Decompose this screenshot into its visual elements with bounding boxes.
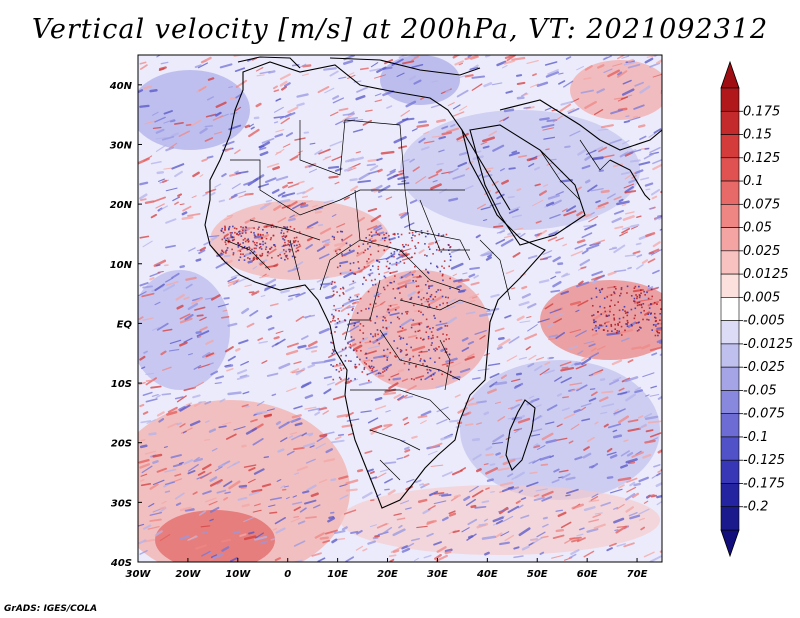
lon-tick-label: 40E	[476, 569, 498, 580]
colorbar-level-label: -0.0125	[743, 337, 793, 352]
grads-credit: GrADS: IGES/COLA	[4, 604, 98, 614]
colorbar-swatch	[720, 87, 740, 112]
longitude-axis: 30W 20W 10W 0 10E 20E 30E 40E 50E 60E 70E	[126, 558, 648, 580]
colorbar-swatch	[720, 297, 740, 321]
vertical-velocity-field	[138, 55, 662, 562]
colorbar-swatch	[720, 320, 740, 345]
country-borders	[224, 119, 611, 481]
colorbar-level-label: 0.1	[743, 174, 764, 189]
lon-tick-label: 20W	[175, 569, 201, 580]
colorbar-level-label: 0.025	[743, 244, 780, 259]
lon-tick-label: 10E	[327, 569, 348, 580]
lat-tick-label: 40S	[110, 558, 132, 569]
lon-tick-label: 50E	[527, 569, 548, 580]
speckle-texture	[138, 55, 662, 562]
colorbar-level-label: -0.175	[743, 476, 785, 491]
colorbar-swatch	[720, 273, 740, 298]
colorbar-top-arrow	[720, 60, 740, 89]
lon-tick-label: 20E	[377, 569, 398, 580]
lat-tick-label: 30S	[111, 498, 132, 509]
colorbar-swatch	[720, 204, 740, 228]
colorbar-swatch	[720, 506, 740, 531]
lon-tick-label: 0	[284, 569, 291, 580]
colorbar-level-label: 0.15	[743, 128, 772, 143]
lat-tick-label: 20S	[111, 439, 132, 450]
lat-tick-label: 10N	[110, 260, 133, 271]
colorbar-level-label: -0.2	[743, 500, 768, 515]
colorbar-swatch	[720, 390, 740, 414]
coastlines	[204, 56, 662, 509]
colorbar-swatch	[720, 180, 740, 205]
colorbar-swatch	[720, 343, 740, 368]
colorbar-level-label: 0.005	[743, 290, 780, 305]
lat-tick-label: 10S	[111, 379, 132, 390]
colorbar-swatch	[720, 227, 740, 252]
colorbar-level-label: 0.05	[743, 221, 772, 236]
colorbar-swatch	[720, 459, 740, 484]
lon-tick-label: 60E	[577, 569, 598, 580]
colorbar-swatch	[720, 413, 740, 438]
colorbar-level-label: 0.0125	[743, 267, 789, 282]
colorbar-swatch	[720, 157, 740, 182]
colorbar-swatch	[720, 436, 740, 461]
lon-tick-label: 10W	[225, 569, 251, 580]
latitude-axis: 40N 30N 20N 10N EQ 10S 20S 30S 40S	[109, 81, 142, 569]
map-frame	[137, 54, 663, 563]
lon-tick-label: 30W	[126, 569, 152, 580]
colorbar-level-label: -0.005	[743, 314, 785, 329]
colorbar-level-label: -0.125	[743, 453, 785, 468]
colorbar-swatch	[720, 483, 740, 508]
colorbar: 0.175 0.15 0.125 0.1 0.075 0.05 0.025 0.0125 0.0…	[720, 60, 793, 558]
lon-tick-label: 70E	[627, 569, 648, 580]
lat-tick-label: EQ	[117, 319, 133, 330]
colorbar-level-label: 0.075	[743, 197, 780, 212]
chart-title: Vertical velocity [m/s] at 200hPa, VT: 2…	[31, 14, 769, 45]
lat-tick-label: 20N	[110, 200, 133, 211]
colorbar-level-label: 0.125	[743, 151, 780, 166]
lat-tick-label: 40N	[109, 81, 133, 92]
colorbar-swatch	[720, 134, 740, 159]
colorbar-swatch	[720, 110, 740, 135]
lon-tick-label: 30E	[427, 569, 448, 580]
lat-tick-label: 30N	[110, 140, 133, 151]
colorbar-swatch	[720, 366, 740, 391]
colorbar-level-label: -0.025	[743, 360, 785, 375]
colorbar-bottom-arrow	[720, 529, 740, 558]
colorbar-swatch	[720, 250, 740, 275]
colorbar-level-label: -0.075	[743, 407, 785, 422]
colorbar-level-label: -0.05	[743, 383, 777, 398]
colorbar-level-label: 0.175	[743, 104, 780, 119]
colorbar-level-label: -0.1	[743, 430, 768, 445]
